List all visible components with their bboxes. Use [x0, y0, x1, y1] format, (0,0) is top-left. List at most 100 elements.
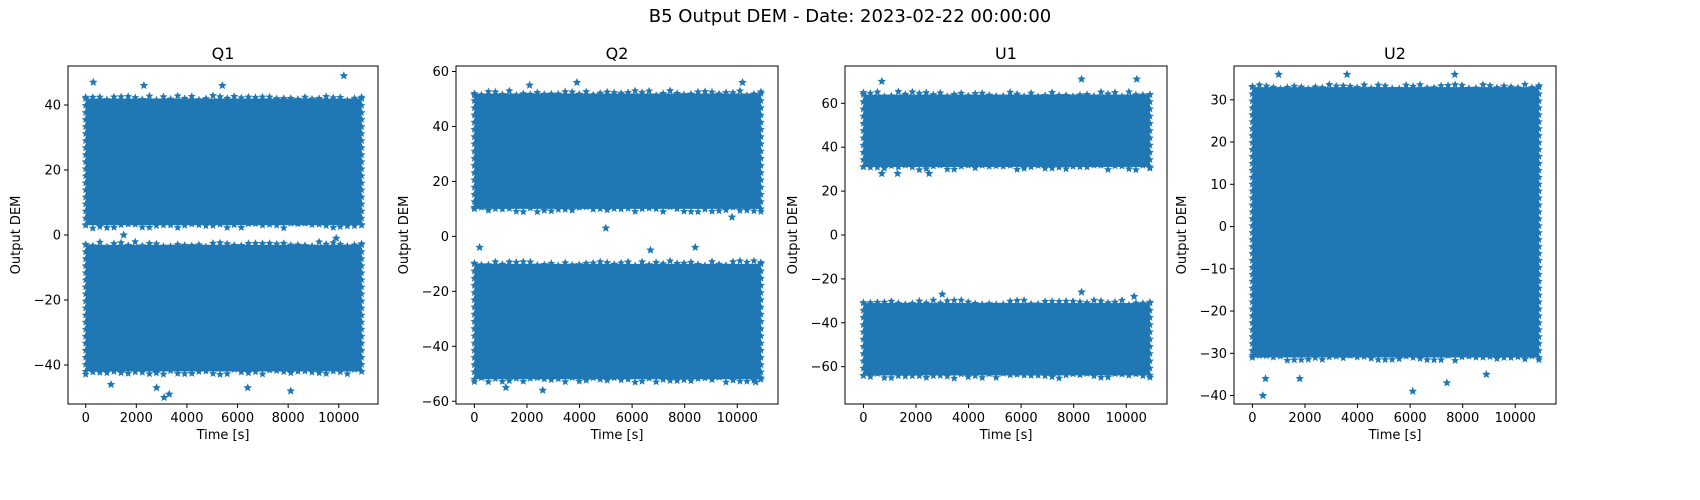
data-point [957, 369, 966, 378]
data-point [1451, 356, 1460, 364]
data-point [964, 91, 973, 100]
data-point [470, 175, 479, 184]
data-point [1534, 124, 1543, 133]
data-point [258, 239, 267, 247]
data-point [554, 374, 563, 383]
data-point [568, 206, 577, 214]
data-point [742, 206, 751, 214]
data-point [1325, 80, 1334, 88]
data-point [102, 223, 111, 232]
data-point [1145, 112, 1154, 120]
data-point [1248, 166, 1257, 174]
data-point [540, 374, 549, 383]
data-point [1006, 370, 1015, 379]
data-point [1500, 81, 1508, 90]
y-tick-label: 30 [1210, 93, 1227, 108]
data-point [873, 369, 882, 377]
data-point [1353, 352, 1362, 361]
data-point [1090, 161, 1098, 169]
data-point [659, 89, 668, 97]
data-point [343, 369, 352, 378]
data-point [687, 207, 695, 216]
data-point [736, 256, 744, 265]
data-point [286, 368, 295, 377]
data-point [293, 219, 302, 228]
data-point [589, 373, 598, 382]
x-tick-label: 6000 [616, 411, 649, 426]
data-point [1283, 356, 1292, 364]
outlier-point [475, 242, 484, 251]
data-point [1472, 83, 1480, 92]
data-point [1083, 90, 1091, 98]
data-point [81, 282, 90, 291]
data-point [756, 331, 765, 340]
data-point [985, 369, 994, 378]
data-point [756, 324, 765, 333]
data-point [202, 366, 210, 375]
data-point [1034, 161, 1043, 169]
data-point [1527, 351, 1536, 360]
data-point [1534, 152, 1543, 160]
data-point [756, 103, 765, 112]
data-point [859, 141, 868, 149]
data-point [329, 93, 338, 102]
data-point [756, 259, 765, 268]
data-point [915, 89, 924, 97]
data-point [138, 368, 147, 376]
data-point [1111, 369, 1119, 378]
x-tick-label: 2000 [510, 411, 543, 426]
data-point [1145, 97, 1154, 106]
data-point [336, 367, 345, 376]
data-point [859, 313, 868, 321]
data-point [617, 204, 626, 213]
data-point [1451, 80, 1460, 89]
data-point [756, 295, 765, 304]
data-point [866, 89, 875, 97]
data-point [519, 257, 528, 266]
data-point [1145, 306, 1154, 314]
data-point [736, 206, 744, 214]
data-point [1248, 270, 1257, 278]
data-point [1076, 297, 1084, 306]
data-point [230, 241, 239, 249]
data-point [512, 90, 521, 99]
data-point [131, 367, 140, 376]
data-point [866, 298, 875, 307]
data-point [1145, 126, 1154, 135]
data-point [81, 214, 90, 222]
data-point [1027, 162, 1036, 171]
data-point [561, 87, 570, 96]
data-point [992, 161, 1001, 170]
data-point [964, 161, 973, 169]
data-point [652, 204, 661, 213]
data-point [477, 203, 486, 211]
data-point [357, 171, 366, 180]
data-point [1486, 81, 1494, 89]
data-point [1534, 311, 1543, 320]
data-point [680, 375, 688, 384]
data-point [756, 147, 765, 155]
data-point [971, 299, 980, 307]
data-point [666, 86, 675, 94]
data-point [470, 147, 479, 155]
data-point [1479, 353, 1487, 361]
axes-frame [1233, 65, 1557, 405]
data-point [756, 302, 765, 311]
data-point [929, 90, 938, 98]
data-point [666, 376, 675, 384]
data-point [1339, 81, 1348, 90]
data-point [1534, 325, 1543, 334]
data-point [859, 364, 868, 372]
data-point [1097, 373, 1105, 381]
data-point [708, 257, 716, 265]
data-point [1262, 351, 1271, 360]
data-point [1534, 82, 1543, 91]
data-point [756, 118, 765, 126]
data-point [701, 373, 709, 382]
data-point [1534, 103, 1543, 112]
data-point [901, 161, 910, 169]
data-point [1248, 304, 1257, 313]
data-point [237, 367, 246, 376]
data-point [81, 192, 90, 201]
x-tick-label: 6000 [1394, 411, 1427, 426]
